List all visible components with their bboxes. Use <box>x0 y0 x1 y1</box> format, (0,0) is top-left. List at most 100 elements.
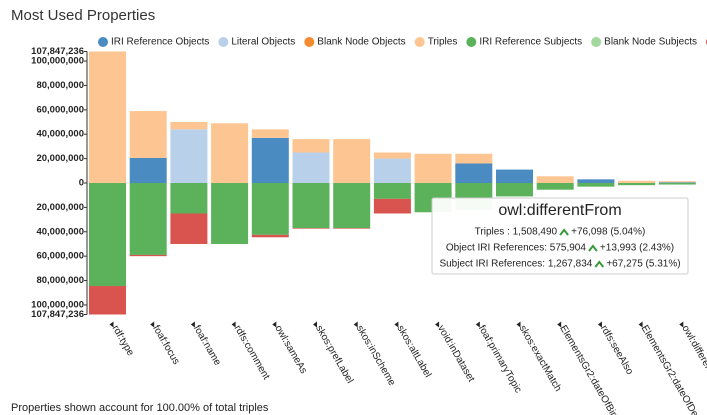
tooltip-label: Subject IRI References: 1,267,834 <box>439 259 592 270</box>
bar-segment <box>251 129 289 138</box>
bar-segment <box>333 228 371 229</box>
y-tick-label: 60,000,000 <box>36 251 84 262</box>
bar-segment <box>129 183 167 255</box>
legend-label: IRI Reference Objects <box>111 37 209 48</box>
bar-segment <box>251 183 289 235</box>
bar-segment <box>129 158 167 183</box>
bar-segment <box>251 234 289 238</box>
x-tick-marker <box>231 321 236 328</box>
legend-swatch <box>591 37 602 47</box>
x-tick-label: skos:altLabel <box>395 324 434 380</box>
bar-segment <box>496 169 533 183</box>
x-tick-marker <box>679 321 684 328</box>
x-tick-marker <box>638 321 643 328</box>
x-tick-label: skos:prefLabel <box>313 324 355 386</box>
up-arrow <box>594 260 605 268</box>
y-tick-label: 20,000,000 <box>36 153 84 164</box>
x-tick-label: skos:exactMatch <box>517 324 564 394</box>
legend-label: Literal Objects <box>231 37 295 48</box>
bar-segment <box>129 254 167 257</box>
legend-label: Triples <box>428 37 458 48</box>
bar-segment <box>496 183 533 197</box>
bar-segment <box>170 183 208 214</box>
tooltip: owl:differentFrom Triples : 1,508,490 +76,… <box>431 197 689 275</box>
bar-segment <box>89 51 126 183</box>
bar-segment <box>577 179 615 183</box>
tooltip-change: +13,993 (2.43%) <box>600 243 674 254</box>
bar-segment <box>170 122 208 130</box>
legend-swatch <box>414 37 425 47</box>
legend-label: Blank Node Objects <box>317 37 405 48</box>
tooltip-label: Triples : 1,508,490 <box>475 227 558 238</box>
bar-segment <box>211 123 249 183</box>
x-tick-label: foaf:name <box>191 324 223 368</box>
bar-segment <box>536 183 574 190</box>
bar-segment <box>89 286 126 315</box>
bar-segment <box>129 111 167 159</box>
bar-segment <box>618 183 656 186</box>
bar-segment <box>251 137 289 183</box>
x-tick-marker <box>516 321 521 328</box>
x-tick-marker <box>190 321 195 328</box>
x-tick-label: foaf:focus <box>150 324 181 367</box>
y-tick-label: 107,847,236 <box>31 46 84 57</box>
up-arrow <box>588 244 598 252</box>
y-tick-label: 100,000,000 <box>31 56 84 67</box>
bar-segment <box>455 153 493 164</box>
x-tick-marker <box>313 321 317 328</box>
bar-segment <box>292 228 330 229</box>
y-tick-label: 40,000,000 <box>36 226 84 237</box>
bar-segment <box>292 183 330 229</box>
bar-segment <box>373 158 411 183</box>
tooltip-change: +67,275 (5.31%) <box>606 259 680 270</box>
tooltip-label: Object IRI References: 575,904 <box>446 243 587 254</box>
x-tick-label: foaf:primaryTopic <box>476 324 524 395</box>
bar-segment <box>292 139 330 153</box>
legend-swatch <box>304 37 315 47</box>
bar-segment <box>292 152 330 183</box>
y-tick-label: 107,847,236 <box>31 309 84 320</box>
y-tick-label: 60,000,000 <box>36 104 84 115</box>
bar-segment <box>333 139 371 183</box>
bar-segment <box>89 183 126 287</box>
chart-title: Most Used Properties <box>11 7 155 24</box>
x-tick-marker <box>394 321 399 328</box>
legend-swatch <box>466 37 477 47</box>
legend-swatch <box>218 37 229 47</box>
x-tick-label: owl:sameAs <box>272 324 308 376</box>
up-arrow <box>559 228 569 236</box>
x-tick-marker <box>597 321 602 328</box>
bar-segment <box>536 176 574 183</box>
y-tick-label: 40,000,000 <box>36 129 84 140</box>
tooltip-box <box>431 197 689 275</box>
y-tick-label: 0 <box>79 178 84 189</box>
legend-swatch <box>98 37 108 47</box>
x-tick-marker <box>353 321 358 328</box>
y-tick-label: 80,000,000 <box>36 80 84 91</box>
x-tick-marker <box>557 321 562 328</box>
bar-segment <box>455 163 493 183</box>
y-tick-label: 100,000,000 <box>31 299 84 310</box>
y-tick-label: 20,000,000 <box>36 202 84 213</box>
bar-segment <box>658 181 696 183</box>
bar-segment <box>414 153 452 183</box>
x-tick-marker <box>109 321 114 328</box>
x-tick-marker <box>150 321 155 328</box>
bar-segment <box>170 213 208 244</box>
bar-segment <box>211 183 249 244</box>
x-tick-label: rdf:type <box>110 324 136 359</box>
y-tick-label: 80,000,000 <box>36 275 84 286</box>
legend-label: Blank Node Subjects <box>604 37 697 48</box>
bar-segment <box>577 183 615 187</box>
x-tick-marker <box>272 321 277 328</box>
bar-segment <box>333 183 371 229</box>
bar-segment <box>373 198 411 214</box>
x-tick-marker <box>435 321 440 328</box>
bar-segment <box>658 182 696 183</box>
x-tick-label: void:inDataset <box>435 324 476 385</box>
bar-segment <box>170 129 208 183</box>
bar-segment <box>618 180 656 183</box>
bar-segment <box>373 183 411 199</box>
tooltip-title: owl:differentFrom <box>498 202 621 219</box>
